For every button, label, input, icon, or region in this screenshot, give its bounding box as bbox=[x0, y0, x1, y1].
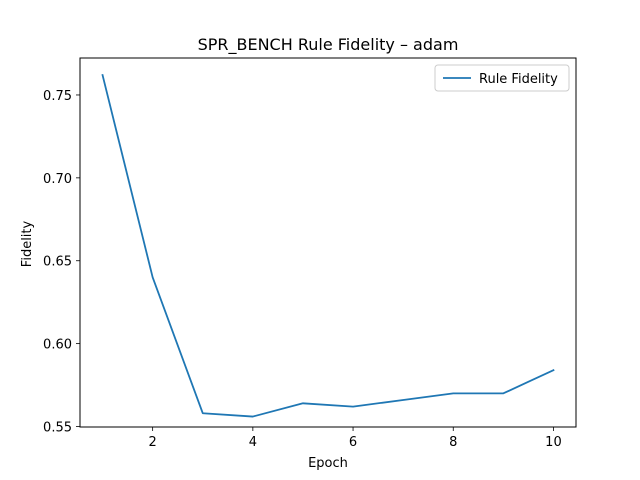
x-axis-label: Epoch bbox=[308, 456, 348, 471]
series-line-0 bbox=[101, 73, 555, 418]
legend-box bbox=[434, 64, 570, 92]
y-tick-label: 0.70 bbox=[43, 172, 72, 187]
x-tick-label: 4 bbox=[249, 435, 257, 450]
chart-title: SPR_BENCH Rule Fidelity – adam bbox=[198, 35, 459, 55]
y-axis-label: Fidelity bbox=[20, 220, 35, 267]
y-tick-label: 0.75 bbox=[43, 89, 72, 104]
y-tick-label: 0.60 bbox=[43, 338, 72, 353]
axes-frame bbox=[79, 57, 577, 428]
x-tick-label: 8 bbox=[449, 435, 457, 450]
plot-area: 2 4 6 8 10 0.55 0.60 0.65 0.70 0.75 Rule Fidelity bbox=[43, 57, 577, 450]
legend-label: Rule Fidelity bbox=[479, 72, 558, 87]
y-tick-label: 0.55 bbox=[43, 421, 72, 436]
x-tick-label: 2 bbox=[149, 435, 157, 450]
x-tick-label: 6 bbox=[349, 435, 357, 450]
x-tick-label: 10 bbox=[545, 435, 562, 450]
y-tick-label: 0.65 bbox=[43, 255, 72, 270]
